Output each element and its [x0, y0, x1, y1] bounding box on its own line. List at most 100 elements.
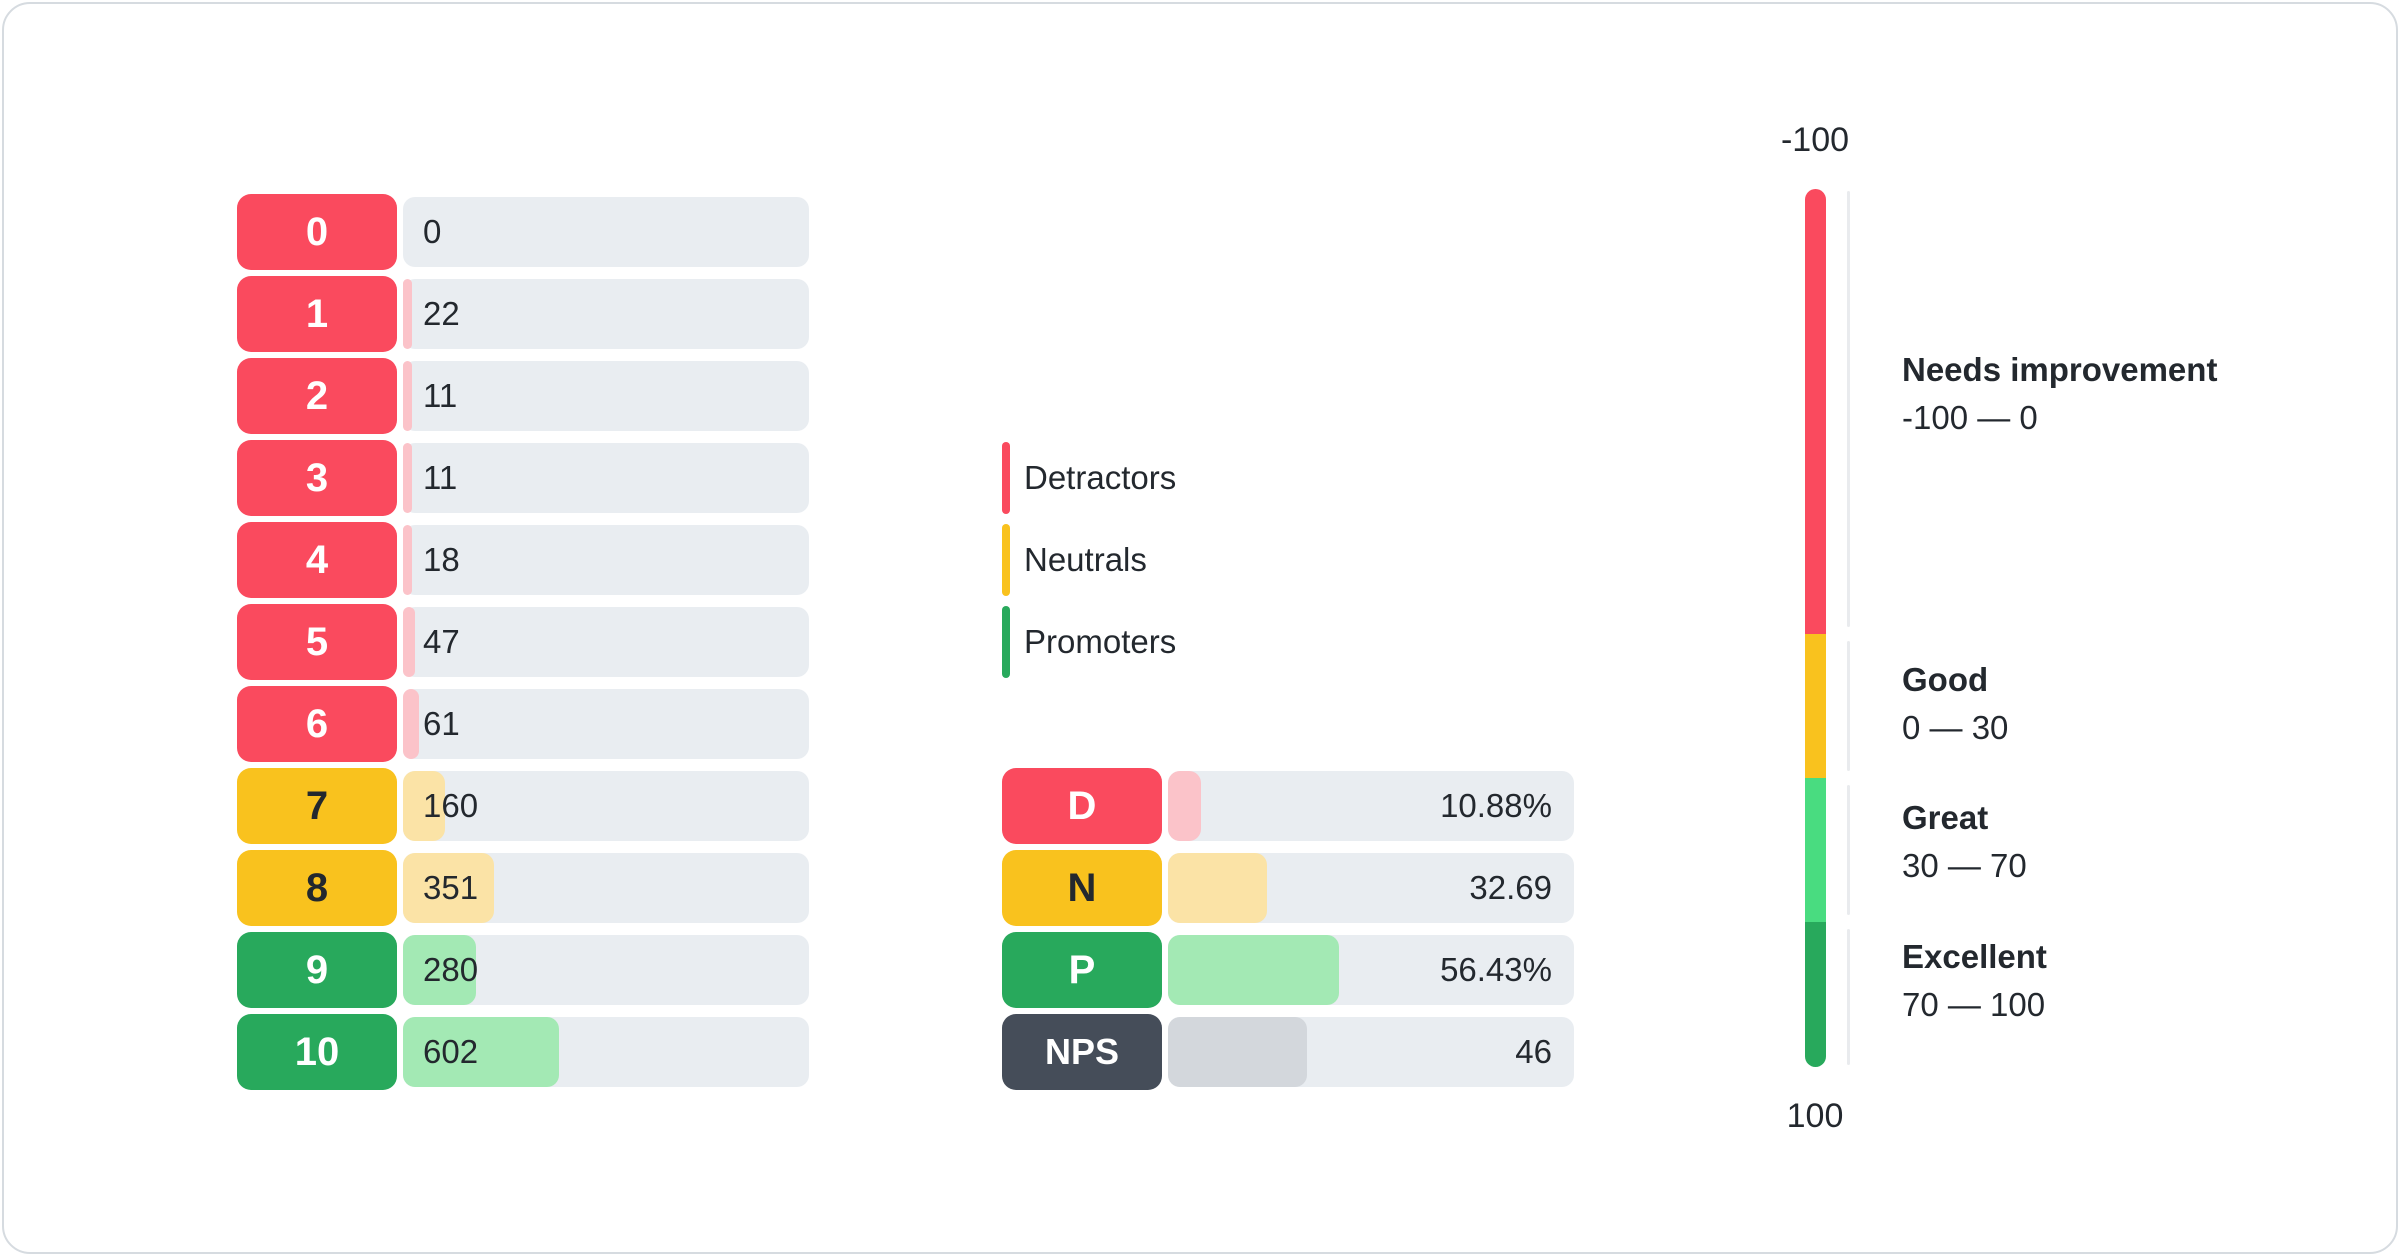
score-row: 3 11: [237, 440, 809, 516]
score-count: 351: [423, 869, 479, 906]
score-row: 0 0: [237, 194, 809, 270]
score-count: 280: [423, 951, 479, 988]
nps-score-value: 46: [1515, 1033, 1552, 1070]
score-count: 0: [423, 213, 442, 250]
score-track: 47: [403, 607, 809, 677]
score-button-9[interactable]: 9: [237, 932, 397, 1008]
score-count: 22: [423, 295, 460, 332]
gauge-note-title: Good: [1902, 661, 1989, 698]
score-row: 7 160: [237, 768, 809, 844]
legend: Detractors Neutrals Promoters: [1002, 440, 1422, 686]
score-row: 10 602: [237, 1014, 809, 1090]
nps-score-bar: [1168, 1017, 1308, 1087]
score-track: 602: [403, 1017, 809, 1087]
summary-row: P 56.43%: [1002, 932, 1574, 1008]
legend-item-neutrals[interactable]: Neutrals: [1002, 522, 1422, 598]
score-count: 11: [423, 377, 458, 414]
gauge-min-label: 100: [1786, 1097, 1844, 1135]
score-button-6[interactable]: 6: [237, 686, 397, 762]
score-bar: [403, 935, 476, 1005]
summary-track: 32.69: [1168, 853, 1574, 923]
score-row: 8 351: [237, 850, 809, 926]
score-count: 47: [423, 623, 460, 660]
summary-track: 46: [1168, 1017, 1574, 1087]
legend-item-detractors[interactable]: Detractors: [1002, 440, 1422, 516]
score-track: 18: [403, 525, 809, 595]
summary-row: N 32.69: [1002, 850, 1574, 926]
score-bar: [403, 443, 412, 513]
gauge-note-range: 30 — 70: [1902, 847, 2027, 884]
summary-row: D 10.88%: [1002, 768, 1574, 844]
nps-score-button[interactable]: NPS: [1002, 1014, 1162, 1090]
score-track: 11: [403, 361, 809, 431]
gauge-note-range: 0 — 30: [1902, 709, 2009, 746]
gauge-segment-excellent: [1805, 922, 1826, 1067]
gauge-max-label: -100: [1780, 121, 1850, 159]
gauge-tickline: [1847, 785, 1850, 915]
promoters-swatch-icon: [1002, 606, 1010, 678]
score-track: 351: [403, 853, 809, 923]
gauge-segment-great: [1805, 778, 1826, 922]
gauge-segment-needs-improvement: [1805, 189, 1826, 634]
score-row: 4 18: [237, 522, 809, 598]
score-count: 160: [423, 787, 479, 824]
score-button-4[interactable]: 4: [237, 522, 397, 598]
gauge-note-good: Good 0 — 30: [1902, 660, 2008, 748]
score-button-10[interactable]: 10: [237, 1014, 397, 1090]
legend-label: Promoters: [1024, 623, 1177, 660]
detractors-button[interactable]: D: [1002, 768, 1162, 844]
score-button-7[interactable]: 7: [237, 768, 397, 844]
neutrals-value: 32.69: [1469, 869, 1552, 906]
promoters-button[interactable]: P: [1002, 932, 1162, 1008]
score-button-2[interactable]: 2: [237, 358, 397, 434]
score-button-5[interactable]: 5: [237, 604, 397, 680]
gauge-note-range: 70 — 100: [1902, 986, 2046, 1023]
score-bar: [403, 771, 445, 841]
gauge-note-title: Great: [1902, 799, 1989, 836]
gauge-note-excellent: Excellent 70 — 100: [1902, 937, 2047, 1025]
score-count: 61: [423, 705, 460, 742]
gauge-note-title: Needs improvement: [1902, 351, 2218, 388]
gauge-tickline: [1847, 641, 1850, 771]
score-row: 1 22: [237, 276, 809, 352]
score-track: 11: [403, 443, 809, 513]
summary-track: 10.88%: [1168, 771, 1574, 841]
score-count: 11: [423, 459, 458, 496]
neutrals-swatch-icon: [1002, 524, 1010, 596]
neutrals-bar: [1168, 853, 1268, 923]
score-bar: [403, 853, 495, 923]
summary-track: 56.43%: [1168, 935, 1574, 1005]
score-bar: [403, 1017, 560, 1087]
score-row: 2 11: [237, 358, 809, 434]
score-track: 22: [403, 279, 809, 349]
gauge-note-range: -100 — 0: [1902, 399, 2038, 436]
gauge-note-great: Great 30 — 70: [1902, 798, 2027, 886]
score-button-3[interactable]: 3: [237, 440, 397, 516]
score-row: 9 280: [237, 932, 809, 1008]
gauge-segment-good: [1805, 634, 1826, 778]
score-row: 5 47: [237, 604, 809, 680]
detractors-value: 10.88%: [1440, 787, 1552, 824]
score-bar: [403, 689, 419, 759]
score-count: 18: [423, 541, 460, 578]
legend-item-promoters[interactable]: Promoters: [1002, 604, 1422, 680]
score-button-0[interactable]: 0: [237, 194, 397, 270]
score-row: 6 61: [237, 686, 809, 762]
score-count: 602: [423, 1033, 479, 1070]
score-bar: [403, 279, 412, 349]
promoters-bar: [1168, 935, 1339, 1005]
score-track: 0: [403, 197, 809, 267]
score-track: 280: [403, 935, 809, 1005]
score-track: 61: [403, 689, 809, 759]
score-button-1[interactable]: 1: [237, 276, 397, 352]
score-bar: [403, 361, 412, 431]
score-distribution-chart: 0 0 1 22 2 11 3 11: [237, 194, 809, 1096]
detractors-swatch-icon: [1002, 442, 1010, 514]
gauge-tickline: [1847, 191, 1850, 627]
summary-row: NPS 46: [1002, 1014, 1574, 1090]
neutrals-button[interactable]: N: [1002, 850, 1162, 926]
score-button-8[interactable]: 8: [237, 850, 397, 926]
legend-label: Neutrals: [1024, 541, 1147, 578]
gauge-note-needs-improvement: Needs improvement -100 — 0: [1902, 350, 2217, 438]
nps-gauge-bar: [1805, 189, 1826, 1067]
